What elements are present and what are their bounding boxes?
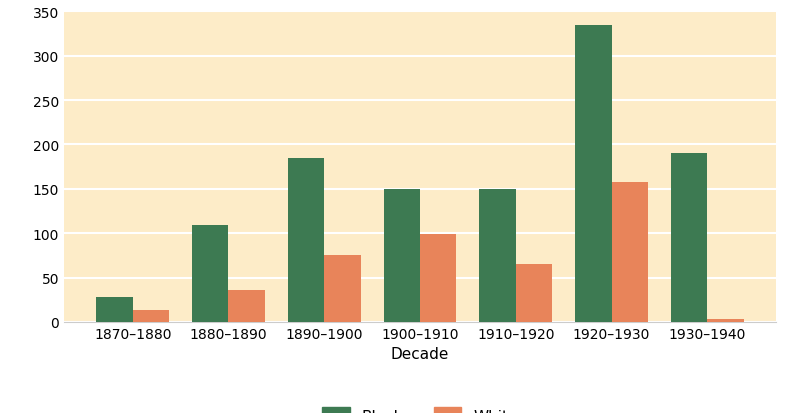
Legend: Black, White: Black, White — [314, 399, 526, 413]
Bar — [479, 190, 516, 322]
Bar — [192, 225, 229, 322]
Bar — [516, 265, 552, 322]
Bar — [96, 297, 133, 322]
Bar — [133, 310, 169, 322]
Bar — [611, 182, 648, 322]
Bar — [384, 190, 420, 322]
Bar — [707, 320, 744, 322]
Bar — [229, 290, 265, 322]
Bar — [575, 26, 611, 322]
Bar — [420, 235, 456, 322]
X-axis label: Decade: Decade — [391, 347, 449, 361]
Bar — [671, 154, 707, 322]
Bar — [324, 256, 361, 322]
Bar — [288, 159, 324, 322]
